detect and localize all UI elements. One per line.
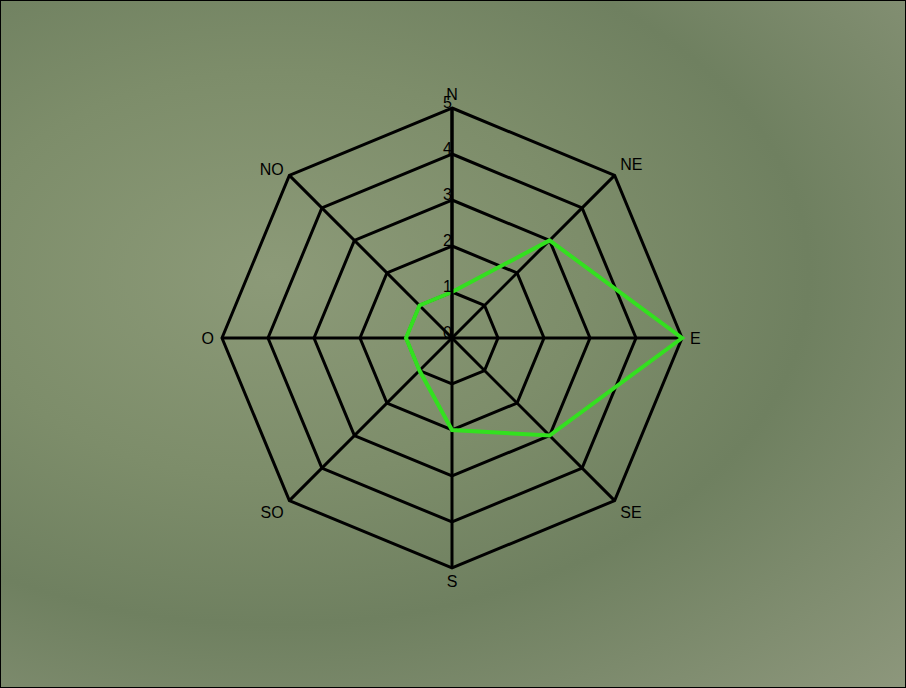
svg-text:2: 2 [443, 232, 452, 249]
svg-text:S: S [447, 573, 458, 590]
svg-text:NO: NO [260, 161, 284, 178]
svg-text:E: E [690, 330, 701, 347]
svg-text:4: 4 [443, 140, 452, 157]
svg-text:0: 0 [443, 324, 452, 341]
svg-text:5: 5 [443, 94, 452, 111]
svg-text:3: 3 [443, 186, 452, 203]
svg-text:SE: SE [620, 504, 641, 521]
svg-text:O: O [202, 330, 214, 347]
svg-text:1: 1 [443, 278, 452, 295]
svg-text:SO: SO [261, 504, 284, 521]
svg-text:N: N [446, 86, 458, 103]
svg-text:NE: NE [620, 156, 642, 173]
